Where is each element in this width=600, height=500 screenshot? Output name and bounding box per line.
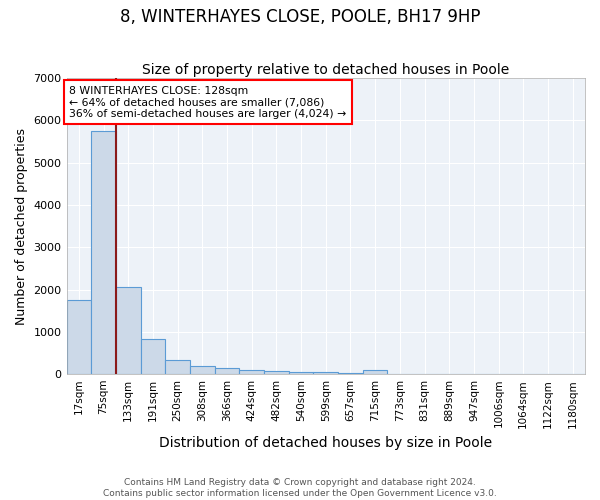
X-axis label: Distribution of detached houses by size in Poole: Distribution of detached houses by size … xyxy=(159,436,493,450)
Bar xyxy=(289,372,313,374)
Bar xyxy=(313,372,338,374)
Bar xyxy=(215,368,239,374)
Bar xyxy=(338,372,363,374)
Bar xyxy=(116,288,140,374)
Bar xyxy=(91,131,116,374)
Bar xyxy=(363,370,388,374)
Text: 8, WINTERHAYES CLOSE, POOLE, BH17 9HP: 8, WINTERHAYES CLOSE, POOLE, BH17 9HP xyxy=(120,8,480,26)
Bar xyxy=(67,300,91,374)
Text: 8 WINTERHAYES CLOSE: 128sqm
← 64% of detached houses are smaller (7,086)
36% of : 8 WINTERHAYES CLOSE: 128sqm ← 64% of det… xyxy=(69,86,346,119)
Bar xyxy=(264,372,289,374)
Y-axis label: Number of detached properties: Number of detached properties xyxy=(15,128,28,324)
Bar xyxy=(190,366,215,374)
Title: Size of property relative to detached houses in Poole: Size of property relative to detached ho… xyxy=(142,63,509,77)
Bar xyxy=(239,370,264,374)
Text: Contains HM Land Registry data © Crown copyright and database right 2024.
Contai: Contains HM Land Registry data © Crown c… xyxy=(103,478,497,498)
Bar xyxy=(140,340,165,374)
Bar xyxy=(165,360,190,374)
